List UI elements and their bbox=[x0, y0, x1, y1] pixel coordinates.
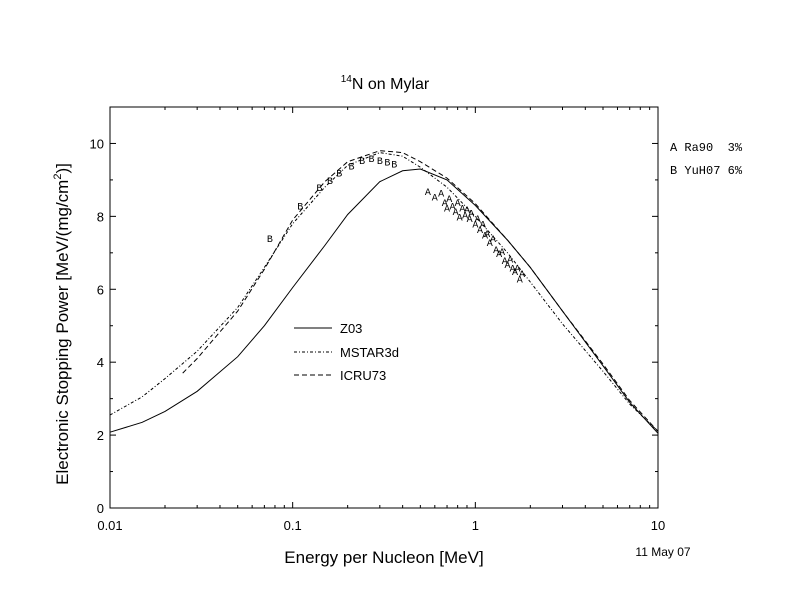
chart-title: 14N on Mylar bbox=[341, 74, 430, 93]
data-point-a: A bbox=[507, 255, 513, 266]
reference-b-uncertainty: 6% bbox=[728, 164, 743, 178]
data-point-a: A bbox=[475, 215, 481, 226]
data-point-a: A bbox=[467, 215, 473, 226]
data-point-b: B bbox=[368, 155, 374, 166]
data-point-b: B bbox=[267, 235, 273, 246]
series-line-mstar3d bbox=[109, 152, 659, 432]
chart-title-superscript: 14 bbox=[341, 74, 353, 85]
data-point-a: A bbox=[453, 208, 459, 219]
x-tick-label: 10 bbox=[651, 518, 665, 533]
data-point-a: A bbox=[512, 268, 518, 279]
data-point-a: A bbox=[504, 261, 510, 272]
reference-a-label: A bbox=[670, 141, 678, 155]
data-point-b: B bbox=[297, 202, 303, 213]
y-tick-label: 6 bbox=[97, 282, 104, 297]
reference-b-label: B bbox=[670, 164, 677, 178]
y-axis-title-superscript: 2 bbox=[52, 174, 64, 180]
data-point-a: A bbox=[502, 257, 508, 268]
data-point-a: A bbox=[487, 239, 493, 250]
data-point-b: B bbox=[349, 162, 355, 173]
data-point-a: A bbox=[482, 232, 488, 243]
legend: Z03 MSTAR3d ICRU73 bbox=[294, 321, 399, 383]
data-point-b: B bbox=[316, 184, 322, 195]
data-point-b: B bbox=[327, 177, 333, 188]
reference-a-source: Ra90 bbox=[684, 141, 713, 155]
data-point-b: B bbox=[359, 157, 365, 168]
data-point-a: A bbox=[457, 213, 463, 224]
data-point-a: A bbox=[455, 199, 461, 210]
x-axis-title: Energy per Nucleon [MeV] bbox=[284, 548, 483, 567]
data-point-a: A bbox=[438, 190, 444, 201]
data-point-a: A bbox=[514, 264, 520, 275]
data-point-a: A bbox=[450, 202, 456, 213]
data-point-a: A bbox=[517, 275, 523, 286]
reference-a: A Ra90 3% bbox=[670, 141, 743, 155]
y-axis-title: Electronic Stopping Power [MeV/(mg/cm2)] bbox=[52, 163, 72, 485]
data-point-a: A bbox=[484, 230, 490, 241]
data-point-b: B bbox=[377, 157, 383, 168]
y-axis-ticks: 0 2 4 6 8 10 bbox=[90, 136, 658, 516]
y-tick-label: 4 bbox=[97, 355, 104, 370]
reference-b: B YuH07 6% bbox=[670, 164, 743, 178]
data-point-b: B bbox=[336, 170, 342, 181]
data-point-a: A bbox=[496, 250, 502, 261]
reference-list: A Ra90 3% B YuH07 6% bbox=[670, 141, 743, 178]
series-lines bbox=[109, 150, 659, 434]
chart-title-text: N on Mylar bbox=[352, 76, 430, 93]
y-axis-title-end: )] bbox=[53, 163, 72, 173]
reference-a-uncertainty: 3% bbox=[728, 141, 743, 155]
data-point-a: A bbox=[442, 199, 448, 210]
x-tick-label: 0.1 bbox=[284, 518, 302, 533]
data-point-a: A bbox=[519, 270, 525, 281]
data-point-a: A bbox=[490, 235, 496, 246]
y-axis-title-main: Electronic Stopping Power [MeV/(mg/cm bbox=[53, 180, 72, 485]
y-tick-label: 2 bbox=[97, 428, 104, 443]
data-point-a: A bbox=[472, 221, 478, 232]
x-axis-ticks: 0.01 0.1 1 10 bbox=[97, 107, 665, 533]
legend-label-z03: Z03 bbox=[340, 321, 362, 336]
data-point-a: A bbox=[444, 204, 450, 215]
legend-label-icru73: ICRU73 bbox=[340, 368, 386, 383]
x-tick-label: 0.01 bbox=[97, 518, 122, 533]
data-point-a: A bbox=[432, 193, 438, 204]
data-point-a: A bbox=[468, 210, 474, 221]
data-point-a: A bbox=[425, 188, 431, 199]
data-point-a: A bbox=[493, 246, 499, 257]
data-point-a: A bbox=[446, 195, 452, 206]
data-point-a: A bbox=[480, 221, 486, 232]
data-point-a: A bbox=[459, 204, 465, 215]
reference-b-source: YuH07 bbox=[684, 164, 720, 178]
series-line-icru73 bbox=[182, 150, 659, 432]
y-tick-label: 10 bbox=[90, 136, 104, 151]
data-point-a: A bbox=[464, 206, 470, 217]
y-tick-label: 0 bbox=[97, 501, 104, 516]
date-stamp: 11 May 07 bbox=[635, 545, 690, 559]
plot-frame bbox=[109, 106, 659, 509]
legend-label-mstar3d: MSTAR3d bbox=[340, 345, 399, 360]
measurement-markers: A A AAAAAAAAAAAAAAAAAAAAAAAAAAAAAAAABBBBBB… bbox=[267, 155, 525, 286]
data-point-a: A bbox=[510, 264, 516, 275]
series-line-z03 bbox=[109, 168, 659, 434]
data-point-b: B bbox=[391, 161, 397, 172]
data-point-a: A bbox=[477, 226, 483, 237]
x-tick-label: 1 bbox=[472, 518, 479, 533]
y-tick-label: 8 bbox=[97, 209, 104, 224]
data-point-b: B bbox=[384, 159, 390, 170]
data-point-a: A bbox=[499, 248, 505, 259]
data-point-a: A bbox=[462, 212, 468, 223]
